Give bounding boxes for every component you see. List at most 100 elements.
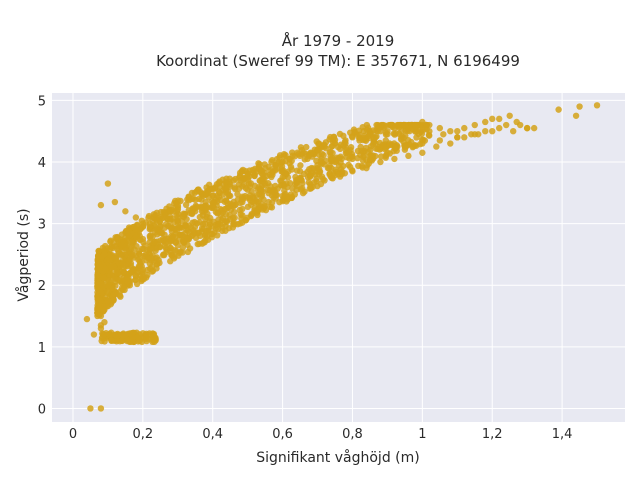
scatter-point [379,141,386,149]
scatter-point [250,195,257,202]
scatter-point [401,146,409,153]
y-tick-label: 1 [38,341,46,356]
scatter-point [129,266,137,274]
scatter-point [216,221,224,228]
scatter-point [307,172,314,179]
scatter-point [349,155,356,163]
scatter-point [181,211,188,218]
scatter-point [384,131,391,138]
scatter-point [272,161,279,169]
scatter-point [111,198,119,206]
scatter-point [209,201,216,209]
scatter-point [94,306,101,314]
scatter-point [297,162,304,169]
scatter-point [202,198,209,206]
scatter-point [496,115,503,123]
scatter-point [101,250,108,258]
scatter-point [237,177,244,184]
scatter-point [112,234,119,241]
scatter-point [391,124,398,132]
scatter-point [234,190,241,198]
scatter-point [168,251,175,259]
scatter-point [257,203,265,210]
scatter-point [216,189,223,197]
scatter-point [267,183,274,190]
scatter-point [202,205,209,213]
scatter-point [342,140,349,147]
scatter-point [160,251,168,258]
scatter-point [258,168,265,175]
scatter-point [100,331,107,338]
chart-subtitle: Koordinat (Sweref 99 TM): E 357671, N 61… [156,52,520,70]
scatter-point [349,134,356,141]
scatter-point [129,336,136,343]
scatter-point [412,124,419,132]
scatter-point [111,331,119,339]
scatter-point [320,151,327,159]
y-tick-label: 4 [38,156,46,171]
x-tick-label: 0,6 [272,427,293,442]
scatter-point [185,235,192,243]
scatter-point [363,164,370,172]
scatter-point [384,149,391,156]
scatter-point [132,272,140,280]
scatter-point [381,122,389,129]
scatter-point [202,231,209,238]
scatter-point [513,118,520,126]
scatter-point [133,334,141,341]
scatter-point [179,238,187,245]
scatter-point [132,226,140,233]
scatter-point [523,124,531,132]
scatter-point [156,243,164,251]
scatter-point [191,189,199,196]
scatter-point [489,127,496,135]
scatter-point [119,256,127,263]
scatter-point [119,332,127,339]
scatter-point [306,165,313,173]
y-tick-labels: 0 1 2 3 4 5 [38,94,46,417]
scatter-point [447,127,454,135]
scatter-point [115,248,122,255]
scatter-point [398,127,405,135]
scatter-point [391,131,398,138]
scatter-point [160,214,168,221]
scatter-point [496,124,503,132]
scatter-point [146,220,154,227]
scatter-point [182,201,190,209]
scatter-point [95,263,102,271]
scatter-point [235,185,243,192]
scatter-point [111,291,119,298]
scatter-point [101,318,108,326]
scatter-point [576,103,583,110]
scatter-point [530,124,538,132]
scatter-point [210,218,217,225]
scatter-point [419,149,426,156]
scatter-point [152,247,159,254]
scatter-point [335,162,343,169]
scatter-point [108,337,115,344]
scatter-point [104,180,112,187]
scatter-point [90,331,98,338]
scatter-point [251,205,258,212]
scatter-point [168,228,176,235]
scatter-point [267,167,274,174]
scatter-point [195,229,202,237]
scatter-point [503,121,510,129]
scatter-point [244,203,252,211]
scatter-point [97,325,105,332]
x-tick-label: 1,4 [552,427,573,442]
x-tick-label: 0,8 [342,427,363,442]
scatter-point [359,153,367,161]
scatter-point [150,332,157,339]
scatter-point [104,282,112,289]
scatter-point [356,137,363,144]
scatter-point [279,158,286,166]
scatter-point [191,223,199,231]
scatter-point [377,127,384,135]
scatter-point [139,330,147,337]
scatter-point [370,134,377,141]
scatter-point [147,245,154,252]
scatter-point [436,137,444,144]
scatter-point [377,158,384,166]
scatter-point [132,214,140,221]
